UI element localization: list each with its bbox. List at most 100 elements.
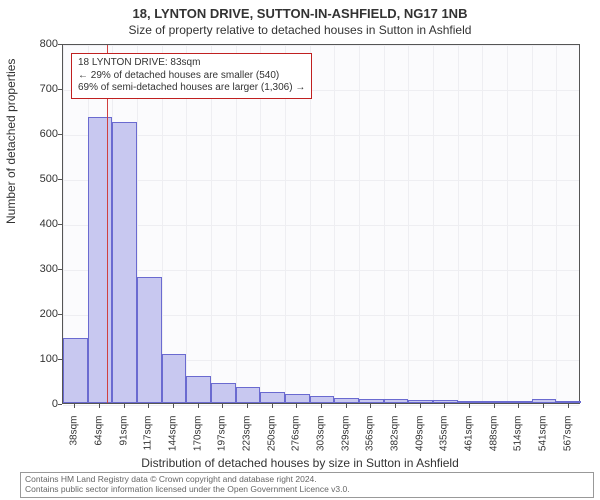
annotation-line2: ← 29% of detached houses are smaller (54… <box>78 70 305 83</box>
x-tick-label: 303sqm <box>316 416 327 460</box>
histogram-bar <box>556 401 581 403</box>
y-axis-label: Number of detached properties <box>4 59 18 224</box>
histogram-bar <box>137 277 162 403</box>
gridline-v <box>162 45 163 403</box>
histogram-bar <box>63 338 88 403</box>
x-tick-label: 223sqm <box>242 416 253 460</box>
x-tick-label: 64sqm <box>94 416 105 460</box>
gridline-v <box>310 45 311 403</box>
x-tick-mark <box>124 404 125 408</box>
gridline-v <box>384 45 385 403</box>
x-tick-label: 409sqm <box>414 416 425 460</box>
chart-container: 18, LYNTON DRIVE, SUTTON-IN-ASHFIELD, NG… <box>0 0 600 500</box>
x-tick-mark <box>543 404 544 408</box>
gridline-v <box>532 45 533 403</box>
histogram-bar <box>334 398 359 403</box>
x-tick-mark <box>173 404 174 408</box>
gridline-v <box>236 45 237 403</box>
x-tick-label: 250sqm <box>266 416 277 460</box>
annotation-line1: 18 LYNTON DRIVE: 83sqm <box>78 57 305 70</box>
gridline-h <box>63 135 579 136</box>
x-tick-label: 91sqm <box>118 416 129 460</box>
x-tick-label: 541sqm <box>538 416 549 460</box>
x-tick-mark <box>247 404 248 408</box>
x-tick-label: 38sqm <box>69 416 80 460</box>
gridline-v <box>556 45 557 403</box>
x-tick-label: 144sqm <box>168 416 179 460</box>
y-tick-label: 100 <box>18 353 58 365</box>
x-tick-mark <box>296 404 297 408</box>
x-tick-mark <box>148 404 149 408</box>
x-tick-label: 567sqm <box>562 416 573 460</box>
histogram-bar <box>186 376 211 403</box>
x-tick-label: 514sqm <box>513 416 524 460</box>
histogram-bar <box>310 396 335 403</box>
property-marker-line <box>107 45 108 403</box>
y-tick-label: 300 <box>18 263 58 275</box>
gridline-v <box>408 45 409 403</box>
gridline-v <box>507 45 508 403</box>
x-tick-mark <box>74 404 75 408</box>
x-tick-mark <box>494 404 495 408</box>
histogram-bar <box>458 401 483 403</box>
y-tick-label: 800 <box>18 38 58 50</box>
y-tick-mark <box>58 404 62 405</box>
y-tick-label: 200 <box>18 308 58 320</box>
histogram-bar <box>162 354 187 404</box>
x-tick-label: 117sqm <box>143 416 154 460</box>
x-tick-mark <box>198 404 199 408</box>
footer-line2: Contains public sector information licen… <box>25 485 589 495</box>
chart-title-sub: Size of property relative to detached ho… <box>0 21 600 37</box>
x-tick-mark <box>99 404 100 408</box>
histogram-bar <box>236 387 261 403</box>
histogram-bar <box>384 399 409 403</box>
x-tick-label: 170sqm <box>192 416 203 460</box>
x-tick-mark <box>222 404 223 408</box>
x-tick-label: 276sqm <box>291 416 302 460</box>
x-tick-label: 435sqm <box>439 416 450 460</box>
y-tick-label: 600 <box>18 128 58 140</box>
gridline-v <box>285 45 286 403</box>
gridline-v <box>433 45 434 403</box>
gridline-h <box>63 45 579 46</box>
histogram-bar <box>285 394 310 403</box>
y-tick-label: 0 <box>18 398 58 410</box>
histogram-bar <box>532 399 557 404</box>
histogram-bar <box>112 122 137 403</box>
annotation-line3: 69% of semi-detached houses are larger (… <box>78 82 305 95</box>
histogram-bar <box>211 383 236 403</box>
histogram-bar <box>482 401 507 403</box>
histogram-bar <box>88 117 113 403</box>
gridline-v <box>211 45 212 403</box>
gridline-h <box>63 225 579 226</box>
x-tick-mark <box>420 404 421 408</box>
x-axis-label: Distribution of detached houses by size … <box>0 456 600 470</box>
gridline-v <box>482 45 483 403</box>
x-tick-mark <box>346 404 347 408</box>
gridline-v <box>359 45 360 403</box>
x-tick-label: 382sqm <box>390 416 401 460</box>
x-tick-label: 197sqm <box>217 416 228 460</box>
gridline-h <box>63 270 579 271</box>
x-tick-label: 356sqm <box>365 416 376 460</box>
gridline-v <box>458 45 459 403</box>
x-tick-mark <box>395 404 396 408</box>
x-tick-label: 461sqm <box>464 416 475 460</box>
gridline-v <box>334 45 335 403</box>
y-tick-label: 400 <box>18 218 58 230</box>
x-tick-mark <box>272 404 273 408</box>
chart-title-main: 18, LYNTON DRIVE, SUTTON-IN-ASHFIELD, NG… <box>0 0 600 21</box>
x-tick-mark <box>444 404 445 408</box>
y-tick-label: 700 <box>18 83 58 95</box>
gridline-v <box>260 45 261 403</box>
annotation-box: 18 LYNTON DRIVE: 83sqm ← 29% of detached… <box>71 53 312 99</box>
histogram-bar <box>408 400 433 403</box>
histogram-bar <box>507 401 532 403</box>
y-tick-label: 500 <box>18 173 58 185</box>
gridline-v <box>186 45 187 403</box>
histogram-bar <box>359 399 384 404</box>
histogram-bar <box>260 392 285 403</box>
attribution-footer: Contains HM Land Registry data © Crown c… <box>20 472 594 498</box>
histogram-bar <box>433 400 458 403</box>
x-tick-label: 329sqm <box>340 416 351 460</box>
